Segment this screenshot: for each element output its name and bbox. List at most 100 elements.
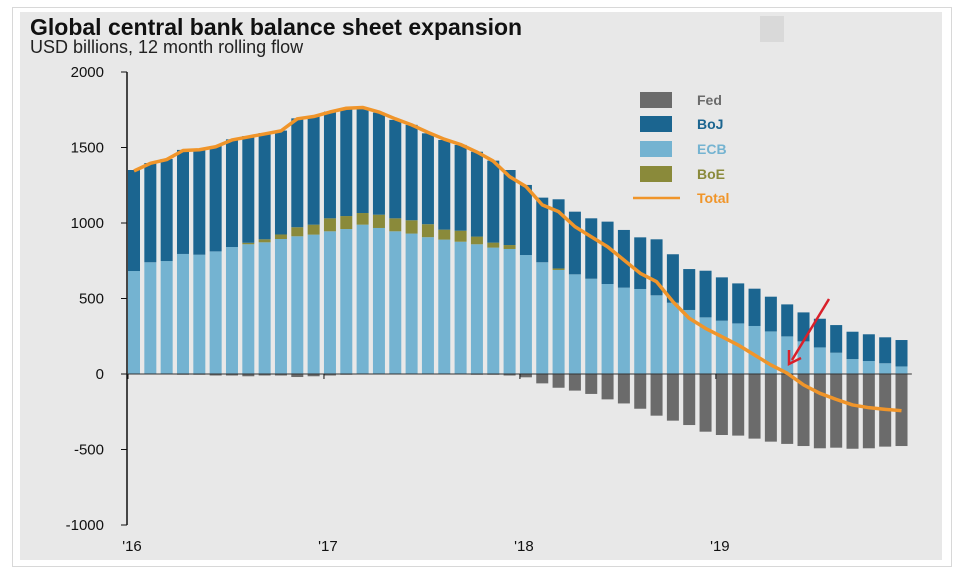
- bar-boj-2017-04: [372, 112, 385, 215]
- bar-boj-2017-09: [454, 144, 467, 231]
- annotation-arrow-shaft: [790, 298, 831, 361]
- bar-ecb-2018-09: [650, 295, 663, 374]
- y-tick-label: 1000: [71, 215, 104, 232]
- bar-boj-2019-12: [895, 340, 908, 367]
- legend-swatch-fed: [640, 92, 672, 108]
- bar-boe-2017-11: [487, 242, 500, 248]
- bar-boj-2019-04: [764, 296, 777, 332]
- bar-boj-2017-11: [487, 160, 500, 243]
- bar-fed-2019-01: [715, 374, 728, 436]
- legend-label-ecb: ECB: [697, 141, 727, 157]
- bar-boj-2019-09: [846, 331, 859, 360]
- bar-boe-2017-02: [340, 216, 353, 230]
- bar-boj-2016-11: [291, 118, 304, 228]
- bar-boj-2018-10: [666, 254, 679, 303]
- x-tick-label: '18: [514, 538, 534, 555]
- bar-ecb-2016-09: [258, 242, 271, 374]
- bar-boj-2018-05: [585, 218, 598, 279]
- bar-boj-2017-01: [323, 111, 336, 219]
- bar-boj-2018-08: [634, 237, 647, 289]
- bar-boj-2018-11: [683, 269, 696, 310]
- bar-ecb-2019-11: [879, 363, 892, 374]
- bar-ecb-2017-03: [356, 224, 369, 374]
- title-overlay-box: [760, 16, 784, 42]
- bar-ecb-2016-04: [176, 253, 189, 374]
- bar-ecb-2018-01: [519, 255, 532, 374]
- bar-ecb-2016-07: [225, 247, 238, 374]
- bar-boj-2016-08: [242, 136, 255, 243]
- bar-fed-2016-11: [291, 374, 304, 378]
- bar-ecb-2018-03: [552, 269, 565, 374]
- bar-boe-2016-09: [258, 239, 271, 243]
- bar-boj-2017-06: [405, 124, 418, 221]
- bar-fed-2017-12: [503, 374, 516, 376]
- bar-ecb-2019-10: [862, 361, 875, 374]
- bar-ecb-2019-08: [830, 352, 843, 374]
- bar-fed-2018-11: [683, 374, 696, 426]
- bar-boe-2017-10: [470, 236, 483, 245]
- bar-ecb-2019-03: [748, 325, 761, 374]
- legend-item-total: Total: [633, 190, 729, 206]
- bar-ecb-2017-08: [438, 239, 451, 374]
- bar-boj-2016-09: [258, 133, 271, 240]
- chart-title: Global central bank balance sheet expans…: [30, 14, 523, 40]
- bar-boj-2016-03: [160, 158, 173, 262]
- bar-fed-2019-02: [732, 374, 745, 436]
- bar-fed-2019-09: [846, 374, 859, 449]
- bar-boj-2016-06: [209, 145, 222, 252]
- bar-ecb-2018-05: [585, 278, 598, 374]
- legend-item-boe: BoE: [640, 166, 725, 182]
- bar-boj-2017-05: [389, 119, 402, 219]
- bar-ecb-2018-04: [568, 274, 581, 374]
- bar-ecb-2017-05: [389, 231, 402, 374]
- bar-fed-2016-08: [242, 374, 255, 377]
- bar-boj-2017-12: [503, 169, 516, 246]
- bar-boe-2017-07: [421, 224, 434, 238]
- bar-fed-2017-01: [323, 374, 336, 376]
- bar-ecb-2017-10: [470, 244, 483, 374]
- bar-boj-2018-12: [699, 270, 712, 318]
- x-tick-label: '17: [318, 538, 338, 555]
- x-tick-label: '19: [710, 538, 730, 555]
- bar-fed-2018-02: [536, 374, 549, 384]
- bar-fed-2016-10: [274, 374, 287, 376]
- bar-ecb-2016-12: [307, 234, 320, 374]
- bar-ecb-2018-02: [536, 262, 549, 374]
- bar-fed-2019-08: [830, 374, 843, 448]
- bar-ecb-2017-12: [503, 248, 516, 374]
- bar-ecb-2017-01: [323, 231, 336, 374]
- legend-item-boj: BoJ: [640, 116, 723, 132]
- x-tick-label: '16: [122, 538, 142, 555]
- y-tick-label: 500: [79, 291, 104, 308]
- bar-boj-2019-03: [748, 288, 761, 326]
- legend-label-fed: Fed: [697, 92, 722, 108]
- bar-boe-2017-03: [356, 213, 369, 225]
- bar-ecb-2017-06: [405, 233, 418, 374]
- bar-ecb-2019-09: [846, 359, 859, 374]
- bar-ecb-2016-10: [274, 239, 287, 374]
- legend-label-total: Total: [697, 190, 729, 206]
- bar-ecb-2019-07: [813, 347, 826, 374]
- bar-boe-2017-06: [405, 220, 418, 234]
- bar-fed-2018-05: [585, 374, 598, 394]
- bar-boe-2016-08: [242, 242, 255, 245]
- bar-boj-2019-06: [797, 312, 810, 342]
- bar-boe-2016-12: [307, 224, 320, 235]
- bar-boj-2019-10: [862, 334, 875, 362]
- y-tick-label: -500: [74, 442, 104, 459]
- y-tick-label: 2000: [71, 64, 104, 81]
- y-tick-label: 1500: [71, 140, 104, 157]
- bar-ecb-2019-05: [781, 336, 794, 374]
- bar-boj-2019-11: [879, 337, 892, 364]
- bar-ecb-2017-02: [340, 229, 353, 374]
- bar-fed-2018-06: [601, 374, 614, 400]
- bar-boj-2018-06: [601, 221, 614, 285]
- legend-swatch-boj: [640, 116, 672, 132]
- bar-boj-2016-12: [307, 115, 320, 225]
- bar-boj-2016-04: [176, 149, 189, 254]
- bar-boj-2019-01: [715, 277, 728, 321]
- bar-ecb-2016-05: [193, 254, 206, 374]
- bar-boe-2017-05: [389, 218, 402, 232]
- bar-ecb-2019-01: [715, 320, 728, 374]
